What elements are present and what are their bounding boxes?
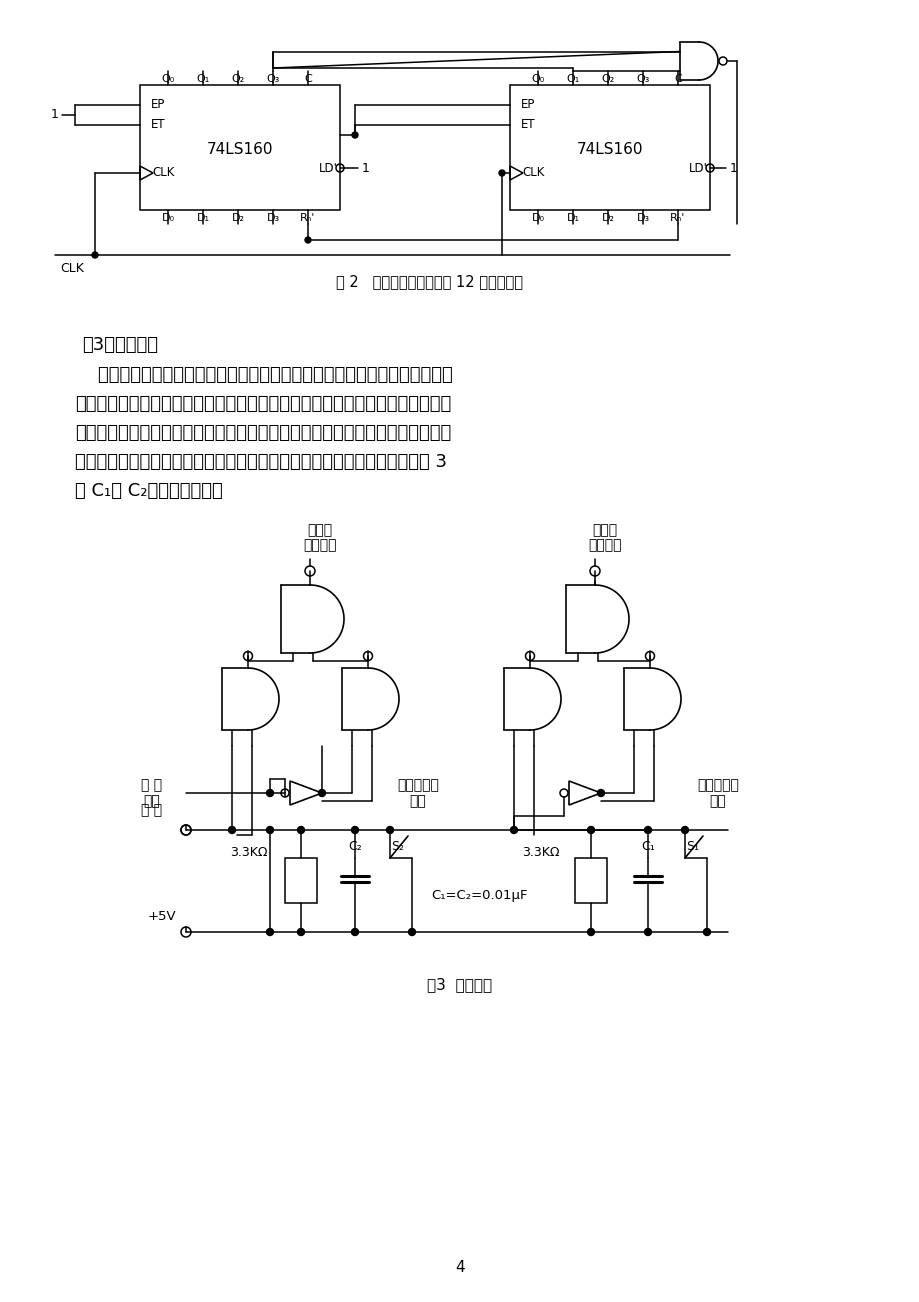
Text: CLK: CLK: [522, 167, 545, 180]
Circle shape: [351, 928, 358, 936]
Text: 当刚接通电源或时钟走时出现误差时，都需要进行时间的校准。校时是数字: 当刚接通电源或时钟走时出现误差时，都需要进行时间的校准。校时是数字: [75, 366, 452, 384]
Text: 至时个位: 至时个位: [303, 538, 336, 552]
Circle shape: [510, 827, 516, 833]
Text: ET: ET: [520, 118, 535, 132]
Text: 脉冲: 脉冲: [143, 794, 160, 809]
Text: CLK: CLK: [153, 167, 175, 180]
Text: 3.3KΩ: 3.3KΩ: [231, 846, 267, 859]
Text: 1: 1: [730, 161, 737, 174]
Bar: [509, 85, 709, 210]
Text: 74LS160: 74LS160: [576, 142, 642, 158]
Circle shape: [267, 827, 273, 833]
Text: C₂: C₂: [347, 840, 361, 853]
Text: 秒十位进位: 秒十位进位: [697, 779, 738, 792]
Text: CLK: CLK: [60, 262, 84, 275]
Text: 校 时: 校 时: [142, 779, 163, 792]
Text: 至分个位: 至分个位: [587, 538, 621, 552]
Text: Q₂: Q₂: [231, 74, 244, 85]
Text: S₁: S₁: [686, 840, 698, 853]
Text: S₂: S₂: [391, 840, 404, 853]
Circle shape: [498, 171, 505, 176]
Circle shape: [267, 928, 273, 936]
Text: D₁: D₁: [197, 214, 210, 223]
Circle shape: [386, 827, 393, 833]
Text: Q₁: Q₁: [566, 74, 579, 85]
Text: 图3  校时电路: 图3 校时电路: [427, 978, 492, 992]
Text: 分十位进位: 分十位进位: [397, 779, 438, 792]
Text: D₃: D₃: [636, 214, 649, 223]
Text: 1: 1: [51, 108, 59, 121]
Bar: [285, 858, 317, 904]
Circle shape: [587, 827, 594, 833]
Circle shape: [297, 827, 304, 833]
Circle shape: [352, 132, 357, 138]
Text: D₀: D₀: [162, 214, 175, 223]
Circle shape: [644, 827, 651, 833]
Text: 钟应具有的基本功能，一般电子钟都有时、分、秒校时功能。为使电路简单，这: 钟应具有的基本功能，一般电子钟都有时、分、秒校时功能。为使电路简单，这: [75, 395, 450, 413]
Text: Rₙ': Rₙ': [670, 214, 685, 223]
Text: Q₃: Q₃: [266, 74, 279, 85]
Text: 秒脉冲，则为快校时；如果校时脉冲由单次脉冲产生器提供则为慢校时。图 3: 秒脉冲，则为快校时；如果校时脉冲由单次脉冲产生器提供则为慢校时。图 3: [75, 453, 447, 471]
Text: C: C: [674, 74, 681, 85]
Text: C: C: [304, 74, 312, 85]
Text: 校 时: 校 时: [142, 803, 163, 816]
Text: 1: 1: [362, 161, 369, 174]
Text: 脉冲: 脉冲: [409, 794, 425, 809]
Text: C₁: C₁: [641, 840, 654, 853]
Text: Q₀: Q₀: [531, 74, 544, 85]
Circle shape: [228, 827, 235, 833]
Text: ET: ET: [151, 118, 165, 132]
Text: EP: EP: [520, 99, 535, 112]
Text: D₁: D₁: [566, 214, 579, 223]
Circle shape: [351, 827, 358, 833]
Text: 4: 4: [455, 1260, 464, 1276]
Text: +5V: +5V: [148, 910, 176, 923]
Text: 中 C₁、 C₂用于消除抖动。: 中 C₁、 C₂用于消除抖动。: [75, 482, 222, 500]
Circle shape: [408, 928, 415, 936]
Circle shape: [92, 253, 98, 258]
Circle shape: [681, 827, 687, 833]
Text: Rₙ': Rₙ': [300, 214, 315, 223]
Text: D₂: D₂: [601, 214, 614, 223]
Text: 里只进行分和小时的校准。校时可采用快校时和慢校时两种方式。校时脉冲采用: 里只进行分和小时的校准。校时可采用快校时和慢校时两种方式。校时脉冲采用: [75, 424, 450, 441]
Text: 计数器: 计数器: [307, 523, 332, 536]
Text: D₃: D₃: [267, 214, 279, 223]
Circle shape: [297, 928, 304, 936]
Text: Q₃: Q₃: [636, 74, 649, 85]
Text: Q₁: Q₁: [196, 74, 210, 85]
Text: 计数器: 计数器: [592, 523, 617, 536]
Circle shape: [267, 789, 273, 797]
Text: 74LS160: 74LS160: [207, 142, 273, 158]
Text: EP: EP: [151, 99, 165, 112]
Text: D₀: D₀: [531, 214, 544, 223]
Circle shape: [305, 237, 311, 243]
Text: C₁=C₂=0.01μF: C₁=C₂=0.01μF: [431, 889, 528, 902]
Text: Q₀: Q₀: [161, 74, 175, 85]
Text: Q₂: Q₂: [601, 74, 614, 85]
Text: 3.3KΩ: 3.3KΩ: [522, 846, 560, 859]
Text: 图 2   用整体置零法构成的 12 进制计数器: 图 2 用整体置零法构成的 12 进制计数器: [336, 275, 523, 289]
Text: （3）校时电路: （3）校时电路: [82, 336, 158, 354]
Circle shape: [587, 928, 594, 936]
Circle shape: [596, 789, 604, 797]
Circle shape: [318, 789, 325, 797]
Circle shape: [703, 928, 709, 936]
Text: LD': LD': [687, 161, 707, 174]
Text: 脉冲: 脉冲: [709, 794, 726, 809]
Text: D₂: D₂: [232, 214, 244, 223]
Text: LD': LD': [318, 161, 337, 174]
Bar: [574, 858, 607, 904]
Circle shape: [644, 928, 651, 936]
Bar: [140, 85, 340, 210]
